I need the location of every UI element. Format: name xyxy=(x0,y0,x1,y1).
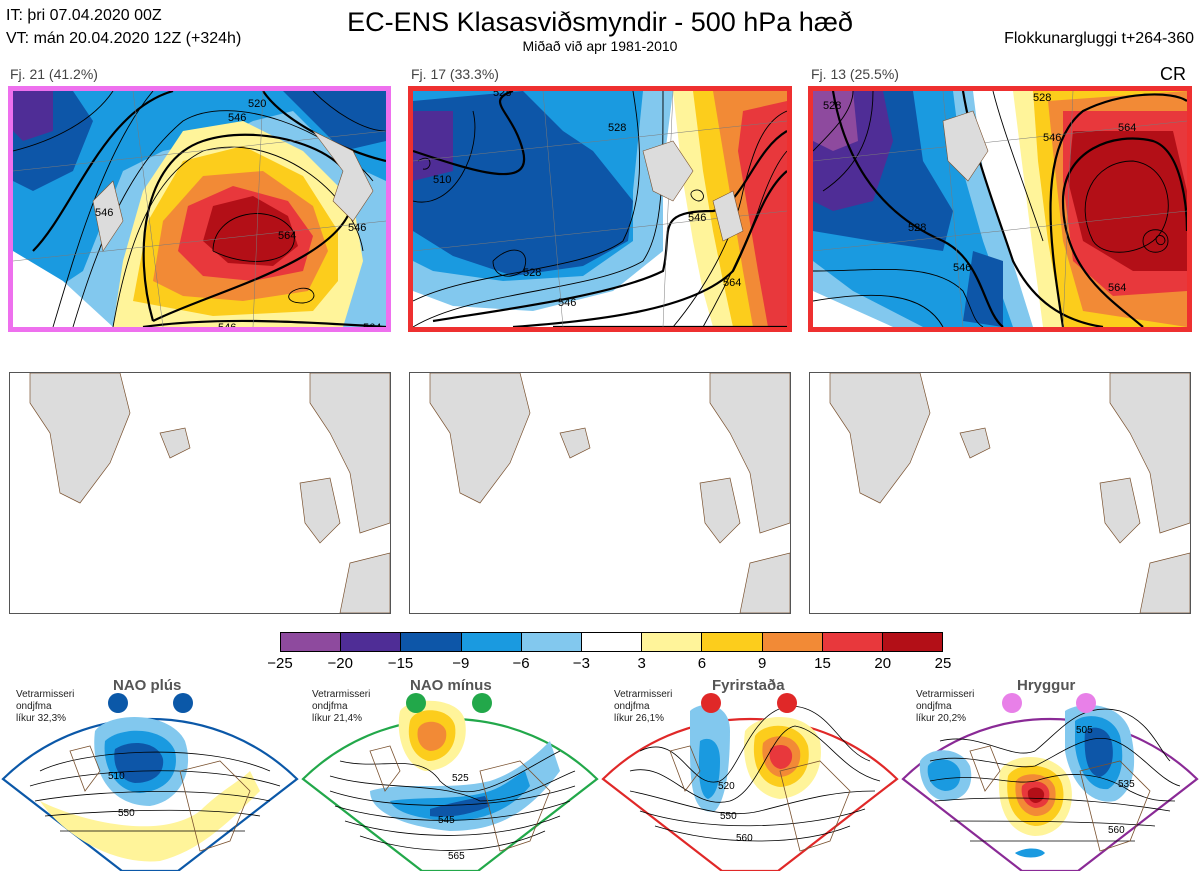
contour-label: 535 xyxy=(1118,779,1135,790)
colorbar-tick-label: 15 xyxy=(814,655,831,672)
contour-label: 564 xyxy=(1118,122,1136,134)
regime-info: Vetrarmisseri ondjfma líkur 20,2% xyxy=(916,689,975,724)
contour-label: 528 xyxy=(523,267,541,279)
colorbar-cell xyxy=(281,633,342,651)
valid-time: VT: mán 20.04.2020 12Z (+324h) xyxy=(6,30,242,47)
contour-label: 510 xyxy=(108,771,125,782)
contour-label: 546 xyxy=(95,207,113,219)
contour-label: 520 xyxy=(718,781,735,792)
regime-title: NAO mínus xyxy=(410,677,492,694)
colorbar-tick-label: 6 xyxy=(697,655,707,672)
colorbar-cell xyxy=(762,633,823,651)
contour-label: 528 xyxy=(493,91,511,99)
colorbar-tick-label: −20 xyxy=(327,655,353,672)
regime-title: Fyrirstaða xyxy=(712,677,785,694)
page-title: EC-ENS Klasasviðsmyndir - 500 hPa hæð xyxy=(347,7,853,37)
contour-label: 505 xyxy=(1076,725,1093,736)
colorbar-tick-label: −25 xyxy=(267,655,293,672)
colorbar-cell xyxy=(822,633,883,651)
regime-dot xyxy=(1076,693,1096,713)
contour-label: 546 xyxy=(348,222,366,234)
colorbar-tick-label: −3 xyxy=(572,655,590,672)
blank-map-1 xyxy=(9,372,391,614)
colorbar-cell xyxy=(401,633,462,651)
contour-label: 546 xyxy=(688,212,706,224)
regime-dot xyxy=(108,693,128,713)
contour-label: 560 xyxy=(736,833,753,844)
cluster-2-map: 510 528 528 546 528 546 564 564 xyxy=(408,86,792,332)
colorbar-tick-label: −15 xyxy=(387,655,414,672)
colorbar-cell xyxy=(461,633,522,651)
contour-label: 546 xyxy=(558,297,576,309)
anomaly-colorbar xyxy=(280,632,943,652)
colorbar-cell xyxy=(702,633,763,651)
regime-dot xyxy=(1002,693,1022,713)
contour-label: 528 xyxy=(1033,92,1051,104)
contour-label: 510 xyxy=(433,174,451,186)
cluster-1-map: 546 520 546 564 546 546 564 xyxy=(8,86,391,332)
contour-label: 564 xyxy=(573,326,591,327)
regime-panel-nao-plus: Vetrarmisseri ondjfma líkur 32,3% NAO plús… xyxy=(0,675,300,871)
cluster-3-label: Fj. 13 (25.5%) xyxy=(811,66,899,82)
contour-label: 545 xyxy=(438,815,455,826)
regime-dot xyxy=(701,693,721,713)
regime-info: Vetrarmisseri ondjfma líkur 21,4% xyxy=(312,689,371,724)
header-left: IT: þri 07.04.2020 00Z VT: mán 20.04.202… xyxy=(6,4,241,50)
blank-map-3 xyxy=(809,372,1191,614)
contour-label: 528 xyxy=(823,100,841,112)
colorbar-tick-label: 25 xyxy=(934,655,952,672)
colorbar-tick-label: 20 xyxy=(874,655,892,672)
regime-title: NAO plús xyxy=(113,677,182,694)
contour-label: 550 xyxy=(118,808,135,819)
cr-label: CR xyxy=(1160,64,1186,84)
colorbar-tick-label: −9 xyxy=(452,655,470,672)
colorbar-tick-label: 9 xyxy=(758,655,767,672)
colorbar-tick-label: −6 xyxy=(512,655,530,672)
contour-label: 565 xyxy=(448,851,465,862)
contour-label: 528 xyxy=(908,222,926,234)
regime-dot xyxy=(472,693,492,713)
regime-info: Vetrarmisseri ondjfma líkur 26,1% xyxy=(614,689,673,724)
blank-map-2 xyxy=(409,372,791,614)
colorbar-cell xyxy=(341,633,402,651)
classification-window: Flokkunargluggi t+264-360 xyxy=(1004,30,1194,47)
regime-title: Hryggur xyxy=(1017,677,1076,694)
contour-label: 550 xyxy=(720,811,737,822)
contour-label: 564 xyxy=(278,230,296,242)
cluster-3-map: 528 528 546 564 528 546 564 xyxy=(808,86,1192,332)
contour-label: 546 xyxy=(228,112,246,124)
colorbar-cell xyxy=(581,633,643,651)
contour-label: 546 xyxy=(953,262,971,274)
contour-label: 564 xyxy=(723,277,741,289)
contour-label: 520 xyxy=(248,98,266,110)
contour-label: 546 xyxy=(1043,132,1061,144)
init-time: IT: þri 07.04.2020 00Z xyxy=(6,7,162,24)
colorbar-cell xyxy=(882,633,943,651)
colorbar-cell xyxy=(642,633,703,651)
contour-label: 564 xyxy=(363,322,381,327)
contour-label: 525 xyxy=(452,773,469,784)
contour-label: 546 xyxy=(218,322,236,327)
regime-dot xyxy=(406,693,426,713)
regime-dot xyxy=(777,693,797,713)
regime-panel-ridge: Vetrarmisseri ondjfma líkur 20,2% Hryggur … xyxy=(900,675,1200,871)
regime-panel-nao-minus: Vetrarmisseri ondjfma líkur 21,4% NAO mínu… xyxy=(300,675,600,871)
contour-label: 560 xyxy=(1108,825,1125,836)
regime-info: Vetrarmisseri ondjfma líkur 32,3% xyxy=(16,689,75,724)
contour-label: 528 xyxy=(608,122,626,134)
colorbar-tick-label: 3 xyxy=(637,655,646,672)
regime-panel-blocking: Vetrarmisseri ondjfma líkur 26,1% Fyrirsta… xyxy=(600,675,900,871)
contour-label: 564 xyxy=(1108,282,1126,294)
cluster-1-label: Fj. 21 (41.2%) xyxy=(10,66,98,82)
page-subtitle: Miðað við apr 1981-2010 xyxy=(522,38,678,54)
colorbar-cell xyxy=(521,633,582,651)
cluster-2-label: Fj. 17 (33.3%) xyxy=(411,66,499,82)
regime-dot xyxy=(173,693,193,713)
